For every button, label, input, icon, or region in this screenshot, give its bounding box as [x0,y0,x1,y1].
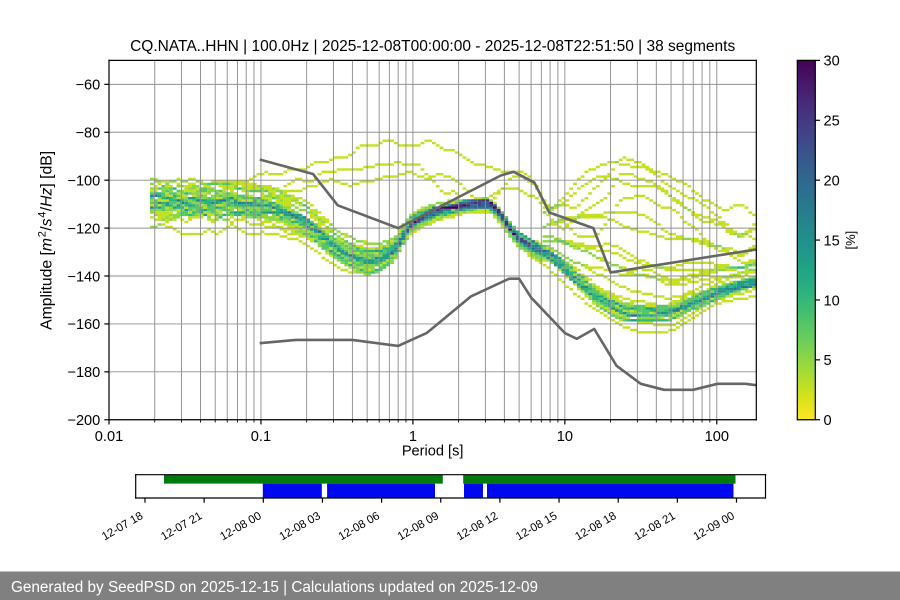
svg-text:5: 5 [824,353,832,369]
svg-text:−100: −100 [67,173,100,189]
svg-text:0: 0 [824,413,832,429]
svg-text:−60: −60 [76,78,101,94]
svg-text:100: 100 [705,429,729,445]
svg-text:25: 25 [824,114,840,130]
svg-text:−120: −120 [67,221,100,237]
svg-text:1: 1 [409,429,417,445]
svg-text:Period [s]: Period [s] [402,444,464,460]
svg-text:−140: −140 [67,269,100,285]
svg-text:10: 10 [557,429,573,445]
svg-text:Generated by SeedPSD on 2025-1: Generated by SeedPSD on 2025-12-15 | Cal… [11,579,538,596]
svg-text:15: 15 [824,233,840,249]
svg-text:−160: −160 [67,317,100,333]
svg-text:0.01: 0.01 [95,429,123,445]
svg-text:10: 10 [824,293,840,309]
svg-text:A m p l: A m p l i t u d e [ / / ] [ d B ] m s H … [33,147,56,330]
svg-text:[%]: [%] [843,231,858,250]
svg-text:−200: −200 [67,413,100,429]
svg-text:30: 30 [824,54,840,70]
svg-text:0.1: 0.1 [251,429,271,445]
svg-text:−180: −180 [67,365,100,381]
svg-text:−80: −80 [76,126,101,142]
svg-text:20: 20 [824,173,840,189]
svg-text:CQ.NATA..HHN | 100.0Hz | 2025-: CQ.NATA..HHN | 100.0Hz | 2025-12-08T00:0… [130,38,735,55]
